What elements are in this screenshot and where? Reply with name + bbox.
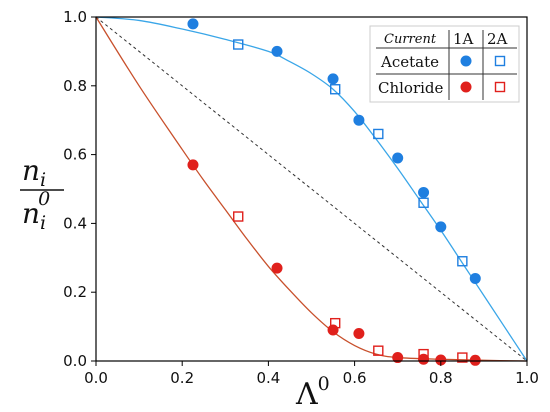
legend-row-chloride: Chloride <box>378 79 444 97</box>
data-point-chloride-1a <box>327 324 339 336</box>
data-point-chloride-2a <box>373 345 384 356</box>
legend-column-2a: 2A <box>487 30 508 48</box>
data-point-chloride-2a <box>233 211 244 222</box>
data-point-acetate-1a <box>353 114 365 126</box>
y-tick-label: 0.0 <box>63 352 87 370</box>
legend-marker-acetate-1a <box>460 55 472 67</box>
y-axis-title: ni ni0 <box>20 154 64 234</box>
data-point-chloride-1a <box>392 352 404 364</box>
svg-text:ni0: ni0 <box>22 188 50 234</box>
data-point-acetate-1a <box>435 221 447 233</box>
data-point-chloride-1a <box>271 262 283 274</box>
y-title-numerator: n <box>22 154 40 187</box>
data-point-acetate-1a <box>392 152 404 164</box>
y-tick-label: 0.6 <box>63 146 87 164</box>
plot-frame <box>95 16 528 362</box>
data-point-chloride-1a <box>353 327 365 339</box>
x-tick-label: 0.0 <box>84 369 108 387</box>
plot-area <box>95 16 528 366</box>
x-tick-label: 0.4 <box>256 369 280 387</box>
y-title-denominator-sub: i <box>40 212 46 234</box>
legend-marker-chloride-1a <box>460 81 472 93</box>
data-point-chloride-1a <box>435 354 447 366</box>
y-tick-label: 0.2 <box>63 283 87 301</box>
x-tick-label: 0.2 <box>170 369 194 387</box>
data-point-chloride-1a <box>187 159 199 171</box>
legend-frame <box>369 25 520 103</box>
fit-curve-chloride <box>95 16 528 362</box>
legend-header: Current <box>384 32 437 47</box>
data-point-acetate-1a <box>469 272 481 284</box>
legend-marker-chloride-2a <box>494 81 506 93</box>
x-tick-label: 1.0 <box>515 369 539 387</box>
data-point-chloride-2a <box>457 352 468 363</box>
y-tick-label: 0.8 <box>63 77 87 95</box>
x-title-sup: 0 <box>318 373 330 395</box>
data-point-acetate-2a <box>373 128 384 140</box>
y-title-denominator: n <box>22 197 40 230</box>
y-tick-label: 0.4 <box>63 214 87 232</box>
data-point-acetate-2a <box>418 197 429 208</box>
data-point-chloride-2a <box>418 348 429 360</box>
legend: Current 1A 2A Acetate Chloride <box>369 25 520 103</box>
y-tick-label: 1.0 <box>63 8 87 26</box>
data-point-acetate-2a <box>233 39 244 50</box>
x-tick-label: 0.8 <box>429 369 453 387</box>
x-axis-title: Λ0 <box>295 373 330 412</box>
data-point-chloride-1a <box>469 354 481 366</box>
legend-column-1a: 1A <box>453 30 474 48</box>
svg-text:Λ0: Λ0 <box>295 373 330 412</box>
y-title-numerator-sub: i <box>40 169 46 191</box>
data-point-acetate-1a <box>271 45 283 57</box>
reference-diagonal-line <box>95 16 528 362</box>
axes: 0.0 0.2 0.4 0.6 0.8 1.0 0.0 0.2 0.4 0.6 0.8 1.0 <box>63 8 539 387</box>
data-point-acetate-2a <box>457 256 468 267</box>
x-title-symbol: Λ <box>295 377 318 412</box>
data-point-acetate-1a <box>187 18 199 30</box>
data-point-acetate-1a <box>327 73 339 85</box>
svg-text:ni: ni <box>22 154 46 191</box>
data-point-chloride-2a <box>330 317 341 329</box>
legend-row-acetate: Acetate <box>380 53 439 71</box>
data-point-acetate-2a <box>330 84 341 95</box>
legend-marker-acetate-2a <box>494 55 506 67</box>
fit-curve-acetate <box>95 16 528 362</box>
x-tick-label: 0.6 <box>343 369 367 387</box>
y-title-denominator-sup: 0 <box>38 188 50 210</box>
data-point-acetate-1a <box>418 186 430 198</box>
